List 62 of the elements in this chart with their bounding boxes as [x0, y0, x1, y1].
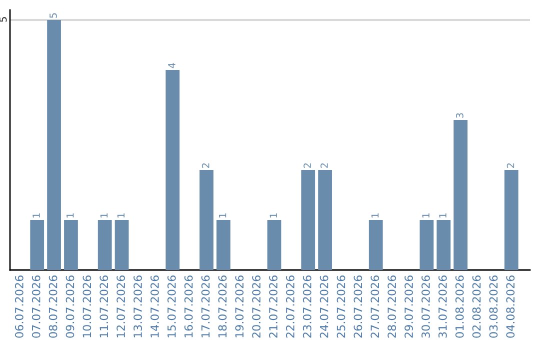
bar [368, 220, 383, 270]
data-label: 1 [422, 213, 430, 218]
x-tick-label: 01.08.2026 [455, 276, 464, 338]
x-tick-label: 21.07.2026 [269, 276, 278, 338]
data-label: 2 [506, 163, 514, 168]
x-tick-label: 17.07.2026 [201, 276, 210, 338]
bar [64, 220, 78, 270]
bar [166, 70, 180, 270]
data-label: 1 [66, 213, 74, 218]
x-tick-label: 28.07.2026 [388, 276, 396, 338]
x-tick-label: 19.07.2026 [235, 276, 244, 338]
x-tick-label: 02.08.2026 [472, 276, 481, 338]
data-label: 1 [117, 213, 124, 218]
x-tick-label: 18.07.2026 [218, 276, 227, 338]
data-label: 1 [219, 213, 226, 218]
x-tick-label: 13.07.2026 [134, 276, 142, 338]
bar [114, 220, 129, 270]
data-label: 5 [50, 13, 57, 18]
x-tick-label: 24.07.2026 [320, 276, 328, 338]
x-tick-label: 27.07.2026 [370, 276, 380, 338]
x-tick-label: 10.07.2026 [82, 276, 92, 338]
data-label: 4 [168, 62, 176, 68]
data-label: 1 [439, 213, 446, 218]
x-tick-label: 22.07.2026 [286, 276, 294, 338]
data-label: 1 [371, 213, 379, 218]
bar [301, 170, 316, 270]
data-label: 1 [32, 213, 40, 218]
bar [436, 220, 451, 270]
bar [216, 220, 230, 270]
bar [504, 170, 518, 270]
data-label: 3 [456, 113, 464, 118]
bar [420, 220, 434, 270]
x-tick-label: 31.07.2026 [438, 276, 447, 338]
bar [47, 20, 61, 270]
x-tick-label: 07.07.2026 [32, 276, 40, 338]
data-label: 2 [304, 163, 311, 168]
x-tick-label: 16.07.2026 [184, 276, 193, 338]
bar [454, 120, 468, 270]
data-label: 1 [270, 213, 277, 218]
bar [318, 170, 332, 270]
x-tick-label: 04.08.2026 [506, 276, 515, 338]
x-tick-label: 26.07.2026 [354, 276, 362, 338]
x-tick-label: 09.07.2026 [66, 276, 74, 338]
x-tick-label: 25.07.2026 [336, 276, 346, 338]
x-tick-label: 11.07.2026 [100, 276, 108, 338]
x-tick-label: 15.07.2026 [167, 276, 176, 338]
bar [200, 170, 214, 270]
data-label: 1 [100, 213, 108, 218]
bar [267, 220, 282, 270]
x-tick-label: 20.07.2026 [252, 276, 261, 338]
x-tick-label: 06.07.2026 [14, 276, 24, 338]
x-tick-label: 29.07.2026 [404, 276, 413, 338]
bar [30, 220, 44, 270]
x-tick-label: 03.08.2026 [489, 276, 498, 338]
x-tick-label: 30.07.2026 [421, 276, 430, 338]
bar [98, 220, 112, 270]
x-tick-label: 12.07.2026 [116, 276, 126, 338]
x-tick-label: 14.07.2026 [150, 276, 159, 338]
data-label: 2 [320, 163, 328, 168]
x-tick-label: 08.07.2026 [48, 276, 58, 338]
x-tick-label: 23.07.2026 [302, 276, 312, 338]
data-label: 2 [202, 163, 210, 168]
